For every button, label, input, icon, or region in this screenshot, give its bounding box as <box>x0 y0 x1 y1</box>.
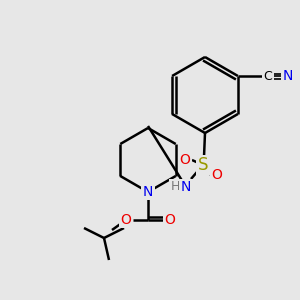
Text: O: O <box>165 213 176 227</box>
Text: N: N <box>181 180 191 194</box>
Text: O: O <box>180 153 190 167</box>
Text: N: N <box>283 69 293 83</box>
Text: H: H <box>170 181 180 194</box>
Text: O: O <box>121 213 131 227</box>
Text: O: O <box>212 168 222 182</box>
Text: N: N <box>143 185 153 199</box>
Text: C: C <box>263 70 272 83</box>
Text: S: S <box>198 156 208 174</box>
